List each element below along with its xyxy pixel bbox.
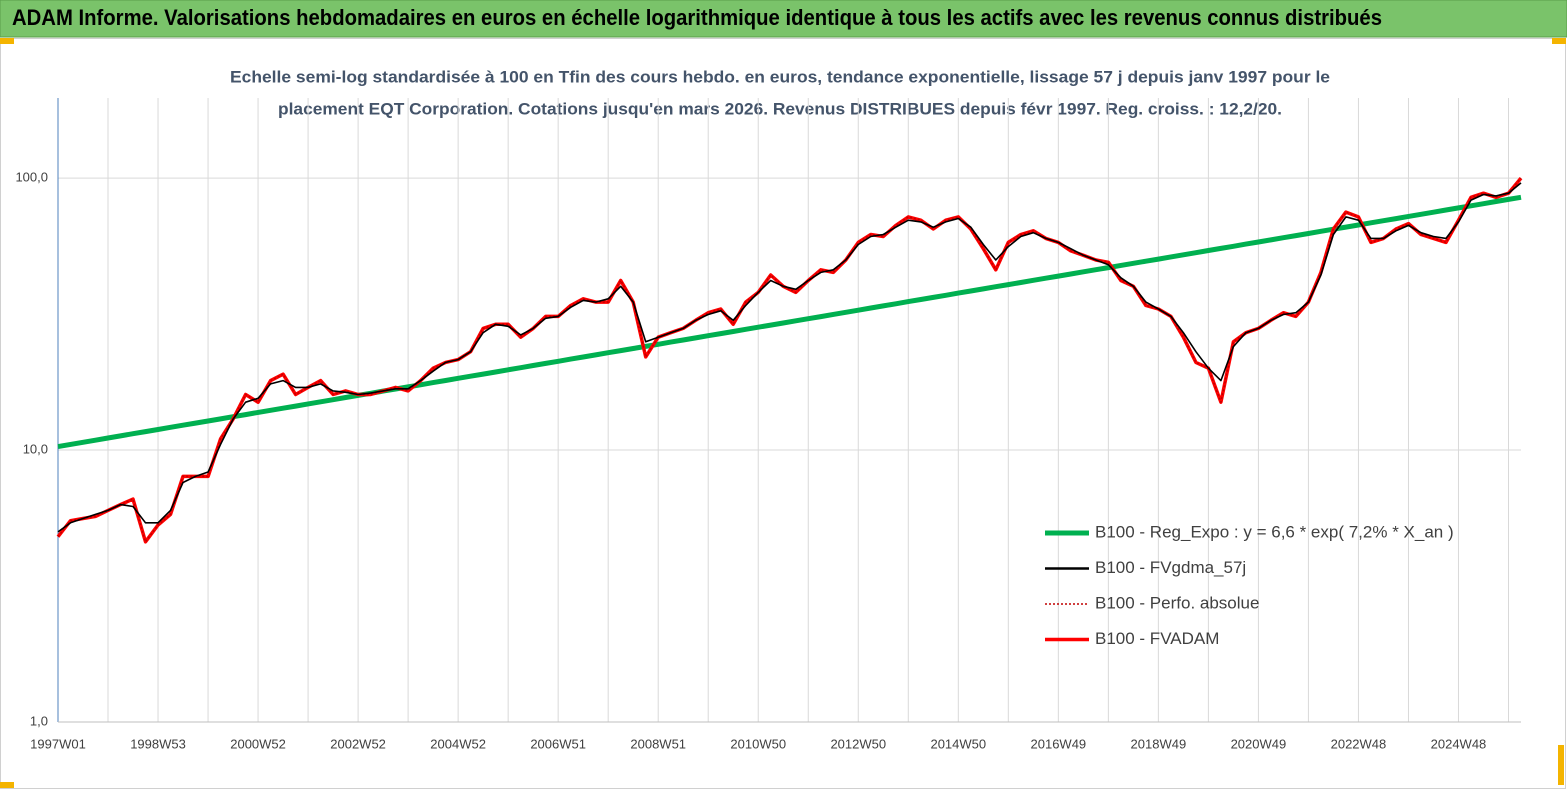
chart-title: ADAM Informe. Valorisations hebdomadaire…: [12, 5, 1382, 30]
y-tick-label: 100,0: [15, 170, 48, 185]
x-tick-label: 2014W50: [930, 736, 986, 751]
corner-mark: [0, 782, 14, 788]
corner-mark: [1558, 745, 1564, 785]
x-tick-label: 2010W50: [730, 736, 786, 751]
corner-mark: [1552, 38, 1566, 44]
plot-area: 1,0 10,0 100,0 1997W01 1998W53 2000W52 2002W52…: [15, 98, 1523, 751]
x-tick-label: 2022W48: [1331, 736, 1387, 751]
legend-label: B100 - Reg_Expo : y = 6,6 * exp( 7,2% * …: [1095, 522, 1454, 541]
series-line: [57, 194, 1522, 450]
corner-mark: [0, 38, 14, 44]
series-line: [57, 177, 1522, 543]
x-tick-label: 2024W48: [1431, 736, 1487, 751]
x-tick-label: 2004W52: [430, 736, 486, 751]
legend-label: B100 - Perfo. absolue: [1095, 593, 1259, 612]
x-tick-label: 2000W52: [230, 736, 286, 751]
subtitle: placement EQT Corporation. Cotations jus…: [278, 99, 1282, 118]
y-tick-label: 1,0: [30, 713, 48, 728]
series-line: [57, 182, 1522, 533]
title-bar: [0, 0, 1567, 38]
x-tick-label: 1997W01: [30, 736, 86, 751]
x-tick-label: 2008W51: [630, 736, 686, 751]
x-tick-label: 2020W49: [1231, 736, 1287, 751]
x-tick-label: 2016W49: [1031, 736, 1087, 751]
legend-label: B100 - FVgdma_57j: [1095, 558, 1246, 577]
y-tick-label: 10,0: [23, 441, 48, 456]
x-tick-label: 2018W49: [1131, 736, 1187, 751]
subtitle: Echelle semi-log standardisée à 100 en T…: [230, 67, 1330, 86]
legend-label: B100 - FVADAM: [1095, 629, 1219, 648]
x-tick-label: 2012W50: [830, 736, 886, 751]
x-tick-label: 2002W52: [330, 736, 386, 751]
x-tick-label: 2006W51: [530, 736, 586, 751]
x-tick-label: 1998W53: [130, 736, 186, 751]
